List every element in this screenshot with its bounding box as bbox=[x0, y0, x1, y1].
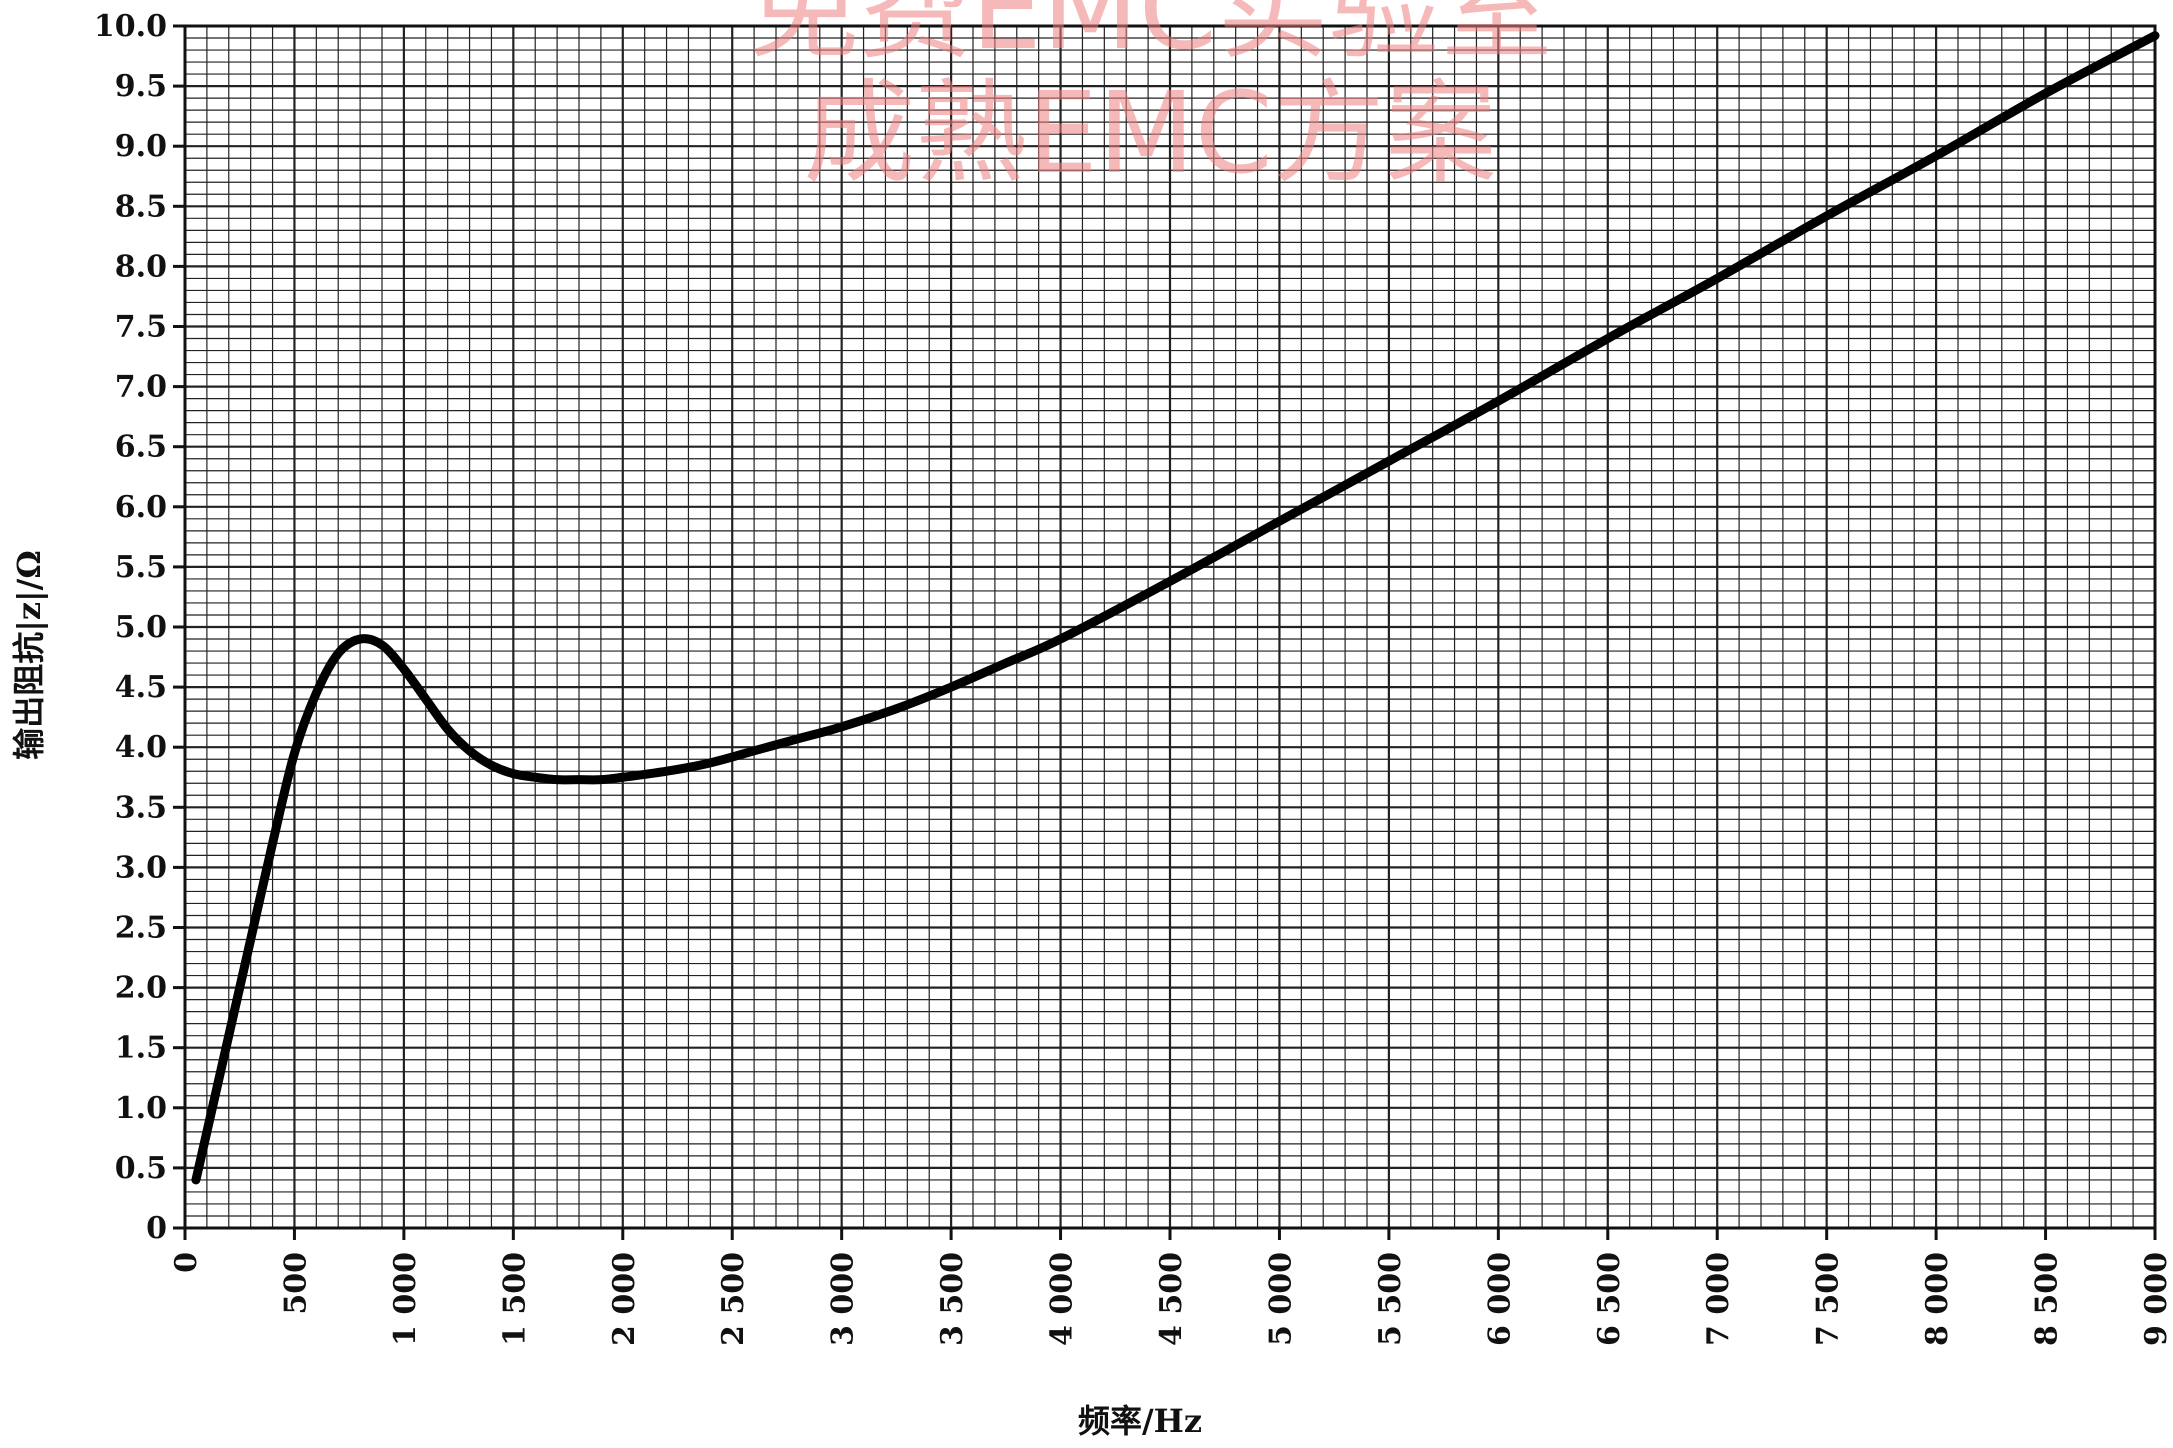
watermark-line-2: 成熟EMC方案 bbox=[803, 69, 1497, 199]
y-tick-label: 8.5 bbox=[115, 189, 167, 224]
y-tick-label: 3.5 bbox=[115, 790, 167, 825]
watermark: 免费EMC实验室 成熟EMC方案 bbox=[747, 0, 1553, 199]
y-tick-label: 7.0 bbox=[115, 370, 167, 405]
y-axis-label: 输出阻抗|z|/Ω bbox=[10, 550, 48, 760]
y-tick-label: 5.5 bbox=[115, 550, 167, 585]
y-tick-label: 2.5 bbox=[115, 911, 167, 946]
x-tick-label: 2 500 bbox=[716, 1252, 751, 1346]
x-tick-label: 5 000 bbox=[1263, 1252, 1298, 1346]
x-tick-label: 1 500 bbox=[497, 1252, 532, 1346]
x-tick-label: 5 500 bbox=[1373, 1252, 1408, 1346]
y-tick-label: 4.0 bbox=[115, 730, 167, 765]
x-tick-label: 2 000 bbox=[607, 1252, 642, 1346]
watermark-line-1: 免费EMC实验室 bbox=[747, 0, 1553, 75]
y-tick-label: 1.0 bbox=[115, 1091, 167, 1126]
y-tick-label: 3.0 bbox=[115, 850, 167, 885]
x-tick-label: 7 500 bbox=[1811, 1252, 1846, 1346]
x-axis-label: 频率/Hz bbox=[1078, 1402, 1202, 1440]
y-tick-label: 9.5 bbox=[115, 69, 167, 104]
x-tick-label: 0 bbox=[169, 1252, 204, 1273]
x-tick-label: 500 bbox=[278, 1252, 313, 1315]
y-tick-label: 5.0 bbox=[115, 610, 167, 645]
x-tick-label: 4 500 bbox=[1154, 1252, 1189, 1346]
y-tick-label: 8.0 bbox=[115, 249, 167, 284]
x-tick-label: 1 000 bbox=[388, 1252, 423, 1346]
y-tick-label: 0.5 bbox=[115, 1151, 167, 1186]
x-tick-label: 6 000 bbox=[1482, 1252, 1517, 1346]
y-tick-label: 1.5 bbox=[115, 1031, 167, 1066]
x-tick-label: 9 000 bbox=[2139, 1252, 2173, 1346]
y-tick-label: 9.0 bbox=[115, 129, 167, 164]
y-tick-label: 10.0 bbox=[94, 9, 167, 44]
x-tick-label: 4 000 bbox=[1045, 1252, 1080, 1346]
y-tick-label: 2.0 bbox=[115, 971, 167, 1006]
grid bbox=[185, 26, 2155, 1228]
x-tick-label: 3 000 bbox=[826, 1252, 861, 1346]
x-tick-label: 3 500 bbox=[935, 1252, 970, 1346]
y-tick-label: 6.5 bbox=[115, 430, 167, 465]
y-tick-label: 7.5 bbox=[115, 310, 167, 345]
x-tick-label: 8 000 bbox=[1920, 1252, 1955, 1346]
x-tick-label: 7 000 bbox=[1701, 1252, 1736, 1346]
y-tick-label: 0 bbox=[146, 1211, 167, 1246]
x-tick-label: 8 500 bbox=[2030, 1252, 2065, 1346]
x-tick-label: 6 500 bbox=[1592, 1252, 1627, 1346]
y-tick-label: 6.0 bbox=[115, 490, 167, 525]
y-tick-label: 4.5 bbox=[115, 670, 167, 705]
